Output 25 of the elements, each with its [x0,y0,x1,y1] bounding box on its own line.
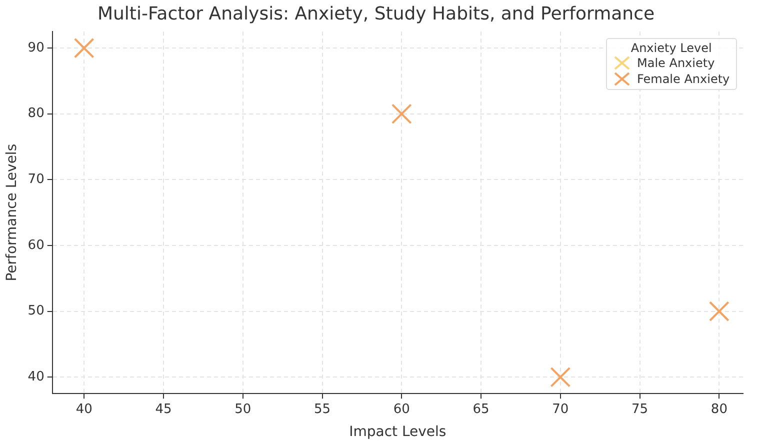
x-tick-label: 40 [76,402,92,417]
x-axis-title: Impact Levels [349,424,446,440]
y-tick-label: 90 [28,40,44,56]
y-tick-label: 40 [28,370,44,385]
y-tick-label: 50 [28,304,44,319]
legend-label: Male Anxiety [637,54,715,71]
x-tick-label: 80 [710,402,728,417]
x-tick-label: 70 [552,402,569,417]
x-tick-label: 55 [314,402,331,417]
chart-title: Multi-Factor Analysis: Anxiety, Study Habits, and Performance [97,3,655,24]
legend-label: Female Anxiety [637,70,730,87]
legend-title: Anxiety Level [630,40,713,55]
point [708,301,730,322]
x-tick-label: 75 [632,402,648,417]
y-axis-title: Performance Levels [4,144,20,282]
x-tick-label: 60 [393,402,410,417]
point [550,366,571,388]
x-tick-label: 50 [234,402,252,417]
y-tick-label: 70 [28,172,44,188]
y-tick-label: 80 [28,106,44,122]
y-tick-label: 60 [28,238,44,253]
x-tick-label: 45 [155,402,172,417]
point [391,104,412,124]
x-tick-label: 65 [472,402,490,417]
point [74,38,94,58]
